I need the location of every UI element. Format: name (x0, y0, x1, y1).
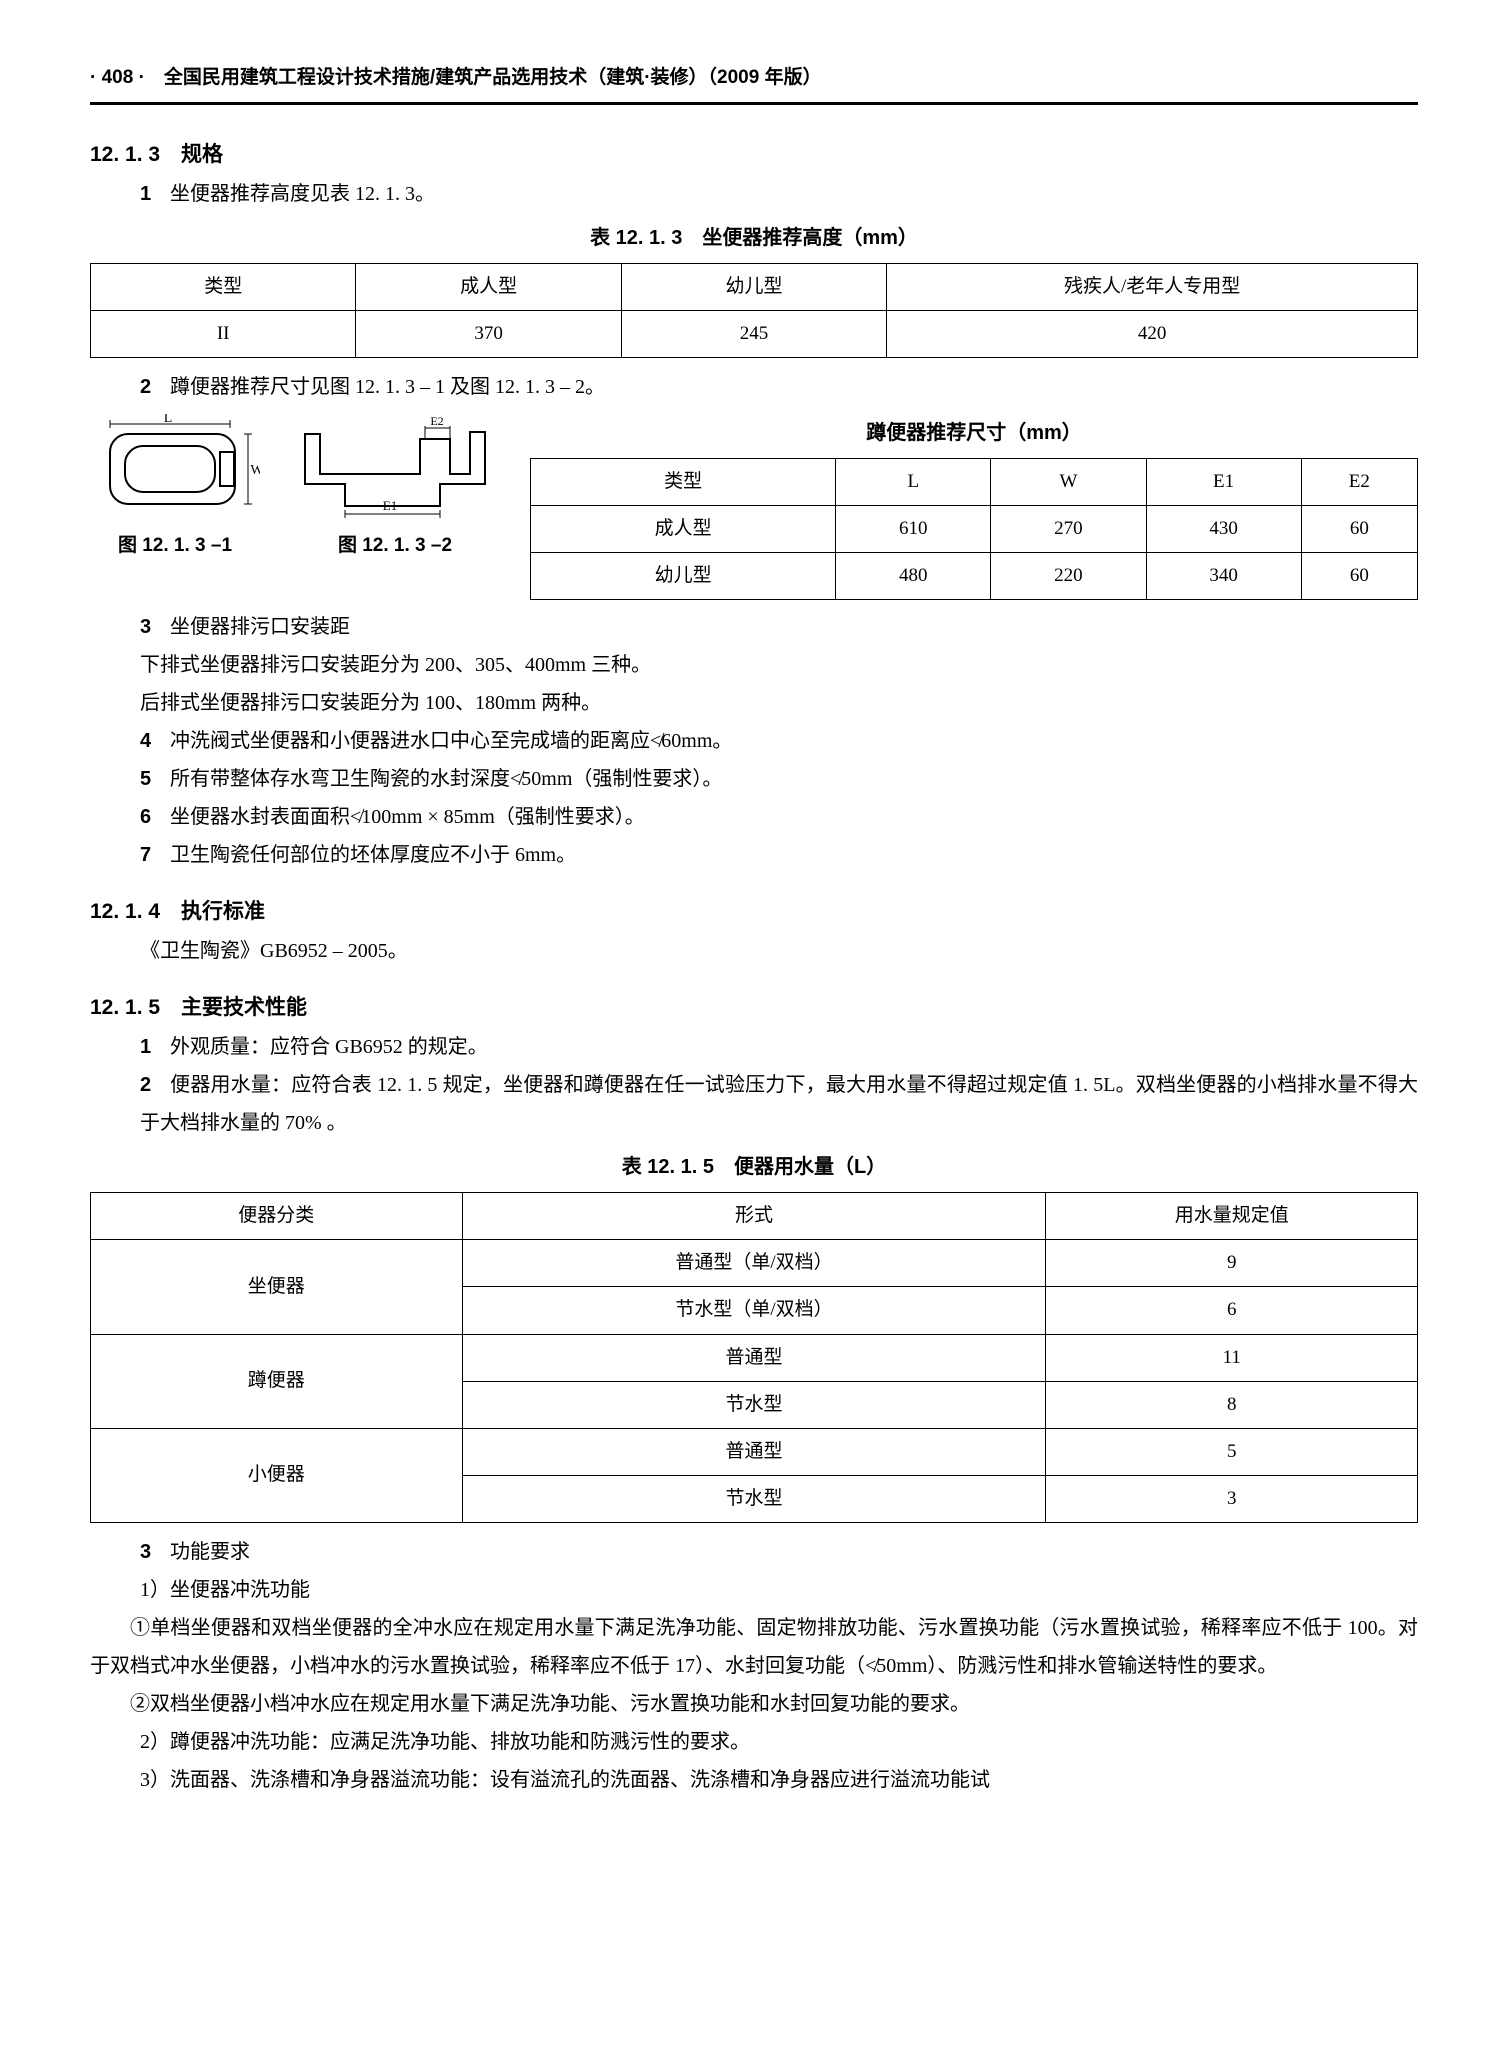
td: 340 (1146, 553, 1301, 600)
td: 245 (621, 311, 886, 358)
td: 普通型 (462, 1428, 1046, 1475)
table-12-1-3-caption: 表 12. 1. 3 坐便器推荐高度（mm） (90, 219, 1418, 257)
td: 610 (836, 506, 991, 553)
item-2: 2蹲便器推荐尺寸见图 12. 1. 3 – 1 及图 12. 1. 3 – 2。 (140, 368, 1418, 406)
figure-12-1-3-2: E1 E2 图 12. 1. 3 –2 (290, 414, 500, 564)
th: 用水量规定值 (1046, 1193, 1418, 1240)
item-3: 3坐便器排污口安装距 (140, 608, 1418, 646)
td-group: 坐便器 (91, 1240, 463, 1334)
td: 60 (1301, 506, 1417, 553)
item-2-text: 蹲便器推荐尺寸见图 12. 1. 3 – 1 及图 12. 1. 3 – 2。 (170, 376, 605, 398)
squat-table-caption: 蹲便器推荐尺寸（mm） (530, 414, 1418, 452)
td: 普通型（单/双档） (462, 1240, 1046, 1287)
s1215-2-text: 便器用水量：应符合表 12. 1. 5 规定，坐便器和蹲便器在任一试验压力下，最… (140, 1074, 1418, 1134)
td: 8 (1046, 1381, 1418, 1428)
td: 60 (1301, 553, 1417, 600)
td: 220 (991, 553, 1146, 600)
svg-text:E1: E1 (383, 498, 397, 513)
item-7: 7卫生陶瓷任何部位的坯体厚度应不小于 6mm。 (140, 836, 1418, 874)
s1215-3-2: 2）蹲便器冲洗功能：应满足洗净功能、排放功能和防溅污性的要求。 (140, 1723, 1418, 1761)
s1215-3-1a: ①单档坐便器和双档坐便器的全冲水应在规定用水量下满足洗净功能、固定物排放功能、污… (90, 1609, 1418, 1685)
s1215-item-1: 1外观质量：应符合 GB6952 的规定。 (140, 1028, 1418, 1066)
td: 幼儿型 (531, 553, 836, 600)
item-6: 6坐便器水封表面面积≮100mm × 85mm（强制性要求）。 (140, 798, 1418, 836)
td: 270 (991, 506, 1146, 553)
s1215-3-text: 功能要求 (170, 1541, 250, 1563)
squat-table: 类型 L W E1 E2 成人型 610 270 430 60 幼儿型 480 … (530, 458, 1418, 600)
fig2-label: 图 12. 1. 3 –2 (338, 528, 452, 564)
td: 480 (836, 553, 991, 600)
item-4-text: 冲洗阀式坐便器和小便器进水口中心至完成墙的距离应≮60mm。 (170, 730, 732, 752)
section-12-1-3: 12. 1. 3 规格 (90, 135, 1418, 175)
th: E2 (1301, 459, 1417, 506)
item-4: 4冲洗阀式坐便器和小便器进水口中心至完成墙的距离应≮60mm。 (140, 722, 1418, 760)
td: 节水型（单/双档） (462, 1287, 1046, 1334)
page-header: · 408 · 全国民用建筑工程设计技术措施/建筑产品选用技术（建筑·装修）（2… (90, 60, 1418, 105)
s1215-3-1b: ②双档坐便器小档冲水应在规定用水量下满足洗净功能、污水置换功能和水封回复功能的要… (90, 1685, 1418, 1723)
td-group: 小便器 (91, 1428, 463, 1522)
item-3-text: 坐便器排污口安装距 (170, 616, 350, 638)
svg-text:L: L (164, 414, 173, 426)
th: E1 (1146, 459, 1301, 506)
figure-row: L W 图 12. 1. 3 –1 E1 E2 (90, 414, 1418, 600)
svg-text:E2: E2 (430, 414, 443, 428)
squat-side-view-icon: E1 E2 (290, 414, 500, 524)
th-special: 残疾人/老年人专用型 (887, 263, 1418, 310)
th: 类型 (531, 459, 836, 506)
item-5: 5所有带整体存水弯卫生陶瓷的水封深度≮50mm（强制性要求）。 (140, 760, 1418, 798)
figure-12-1-3-1: L W 图 12. 1. 3 –1 (90, 414, 260, 564)
td: 3 (1046, 1475, 1418, 1522)
td: 430 (1146, 506, 1301, 553)
s1215-3-1: 1）坐便器冲洗功能 (140, 1571, 1418, 1609)
item-1: 1坐便器推荐高度见表 12. 1. 3。 (140, 175, 1418, 213)
squat-table-block: 蹲便器推荐尺寸（mm） 类型 L W E1 E2 成人型 610 270 430… (530, 414, 1418, 600)
s1214-body: 《卫生陶瓷》GB6952 – 2005。 (140, 932, 1418, 970)
squat-top-view-icon: L W (90, 414, 260, 524)
table-12-1-3: 类型 成人型 幼儿型 残疾人/老年人专用型 II 370 245 420 (90, 263, 1418, 358)
item-6-text: 坐便器水封表面面积≮100mm × 85mm（强制性要求）。 (170, 806, 645, 828)
s1215-item-3: 3功能要求 (140, 1533, 1418, 1571)
item-3b: 后排式坐便器排污口安装距分为 100、180mm 两种。 (140, 684, 1418, 722)
item-5-text: 所有带整体存水弯卫生陶瓷的水封深度≮50mm（强制性要求）。 (170, 768, 722, 790)
svg-text:W: W (250, 463, 260, 478)
td: 节水型 (462, 1381, 1046, 1428)
td: 9 (1046, 1240, 1418, 1287)
th-child: 幼儿型 (621, 263, 886, 310)
fig1-label: 图 12. 1. 3 –1 (118, 528, 232, 564)
table-12-1-5: 便器分类 形式 用水量规定值 坐便器 普通型（单/双档） 9 节水型（单/双档）… (90, 1192, 1418, 1523)
td: 420 (887, 311, 1418, 358)
th-adult: 成人型 (356, 263, 621, 310)
s1215-1-text: 外观质量：应符合 GB6952 的规定。 (170, 1036, 488, 1058)
section-12-1-4: 12. 1. 4 执行标准 (90, 892, 1418, 932)
section-12-1-5: 12. 1. 5 主要技术性能 (90, 988, 1418, 1028)
td: 370 (356, 311, 621, 358)
th: 形式 (462, 1193, 1046, 1240)
td: II (91, 311, 356, 358)
td: 成人型 (531, 506, 836, 553)
s1215-item-2: 2便器用水量：应符合表 12. 1. 5 规定，坐便器和蹲便器在任一试验压力下，… (140, 1066, 1418, 1142)
th: 便器分类 (91, 1193, 463, 1240)
table-12-1-5-caption: 表 12. 1. 5 便器用水量（L） (90, 1148, 1418, 1186)
td-group: 蹲便器 (91, 1334, 463, 1428)
s1215-3-3: 3）洗面器、洗涤槽和净身器溢流功能：设有溢流孔的洗面器、洗涤槽和净身器应进行溢流… (140, 1761, 1418, 1799)
td: 普通型 (462, 1334, 1046, 1381)
td: 11 (1046, 1334, 1418, 1381)
item-7-text: 卫生陶瓷任何部位的坯体厚度应不小于 6mm。 (170, 844, 576, 866)
item-3a: 下排式坐便器排污口安装距分为 200、305、400mm 三种。 (140, 646, 1418, 684)
th: W (991, 459, 1146, 506)
th: L (836, 459, 991, 506)
item-1-text: 坐便器推荐高度见表 12. 1. 3。 (170, 183, 435, 205)
td: 5 (1046, 1428, 1418, 1475)
td: 6 (1046, 1287, 1418, 1334)
th-type: 类型 (91, 263, 356, 310)
td: 节水型 (462, 1475, 1046, 1522)
